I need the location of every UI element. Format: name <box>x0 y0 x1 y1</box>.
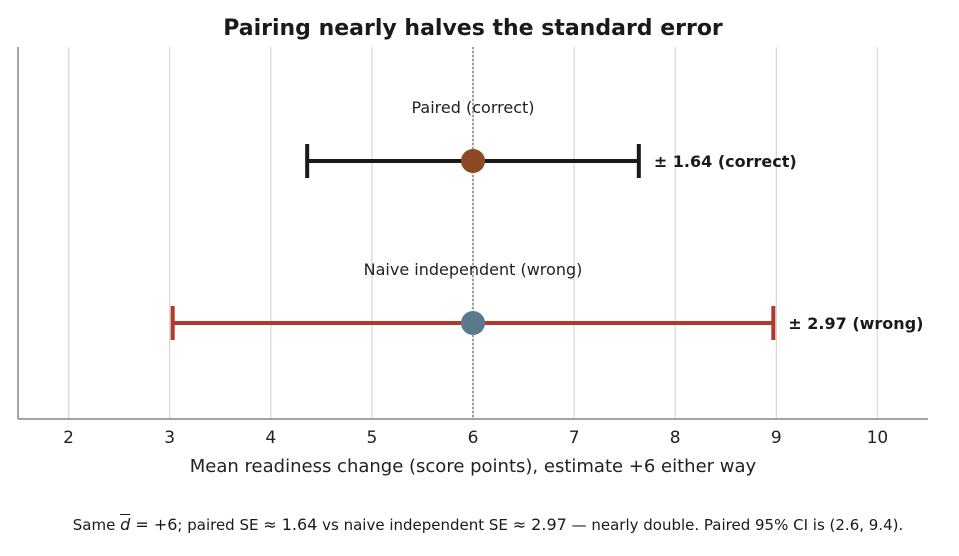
series-label: Paired (correct) <box>412 98 535 117</box>
footnote: Same d = +6; paired SE ≈ 1.64 vs naive i… <box>0 515 959 534</box>
footnote-d-value: = +6 <box>130 515 178 534</box>
footnote-naive-se: ≈ 2.97 <box>512 515 567 534</box>
x-tick-label-3: 3 <box>164 428 175 448</box>
footnote-paired-se: ≈ 1.64 <box>263 515 318 534</box>
axes <box>17 47 928 420</box>
series-naive: Naive independent (wrong) ± 2.97 (wrong) <box>170 260 923 340</box>
estimate-point <box>461 311 485 335</box>
series-paired: Paired (correct) ± 1.64 (correct) <box>305 98 797 178</box>
x-tick-label-7: 7 <box>569 428 580 448</box>
footnote-middle-2: vs naive independent SE <box>317 516 513 534</box>
footnote-suffix: — nearly double. Paired 95% CI is (2.6, … <box>566 516 904 534</box>
x-tick-label-4: 4 <box>265 428 276 448</box>
footnote-middle-1: ; paired SE <box>177 516 264 534</box>
x-tick-label-9: 9 <box>771 428 782 448</box>
series-label: Naive independent (wrong) <box>364 260 583 279</box>
series-group: Paired (correct) ± 1.64 (correct) Naive in… <box>170 98 923 340</box>
error-annotation: ± 1.64 (correct) <box>654 152 797 171</box>
x-tick-label-6: 6 <box>468 428 479 448</box>
x-tick-label-5: 5 <box>366 428 377 448</box>
x-tick-label-2: 2 <box>63 428 74 448</box>
footnote-prefix: Same <box>72 516 121 534</box>
x-tick-labels: 2 3 4 5 6 7 8 9 10 <box>63 428 888 448</box>
chart: Pairing nearly halves the standard error… <box>17 16 928 477</box>
footnote-d-symbol: d <box>120 515 131 534</box>
x-tick-label-8: 8 <box>670 428 681 448</box>
estimate-point <box>461 149 485 173</box>
error-annotation: ± 2.97 (wrong) <box>788 314 923 333</box>
x-tick-label-10: 10 <box>867 428 889 448</box>
chart-title: Pairing nearly halves the standard error <box>223 16 723 41</box>
x-axis-label: Mean readiness change (score points), es… <box>190 456 757 477</box>
